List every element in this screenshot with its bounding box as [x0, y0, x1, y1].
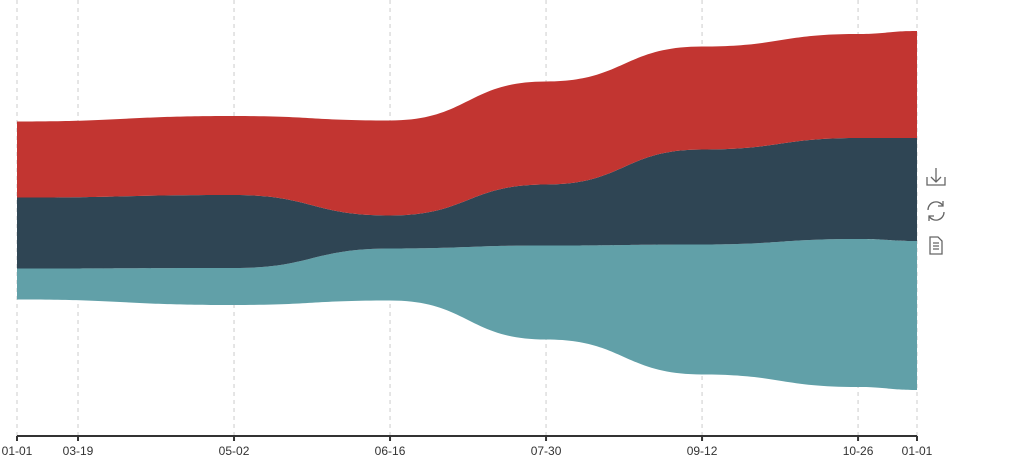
x-tick-label: 05-02	[219, 444, 250, 458]
x-tick-label: 06-16	[375, 444, 406, 458]
restore-icon[interactable]	[927, 201, 945, 221]
river	[17, 31, 917, 390]
x-tick-label: 03-19	[63, 444, 94, 458]
x-tick-label: 01-01	[902, 444, 933, 458]
x-tick-label: 10-26	[843, 444, 874, 458]
x-tick-label: 01-01	[2, 444, 33, 458]
x-tick-label: 07-30	[531, 444, 562, 458]
data-view-icon[interactable]	[929, 236, 943, 255]
river-layer	[17, 239, 917, 390]
river-layer	[17, 138, 917, 269]
toolbox	[926, 168, 946, 255]
river-layer	[17, 31, 917, 216]
save-icon[interactable]	[926, 168, 946, 186]
x-tick-label: 09-12	[687, 444, 718, 458]
